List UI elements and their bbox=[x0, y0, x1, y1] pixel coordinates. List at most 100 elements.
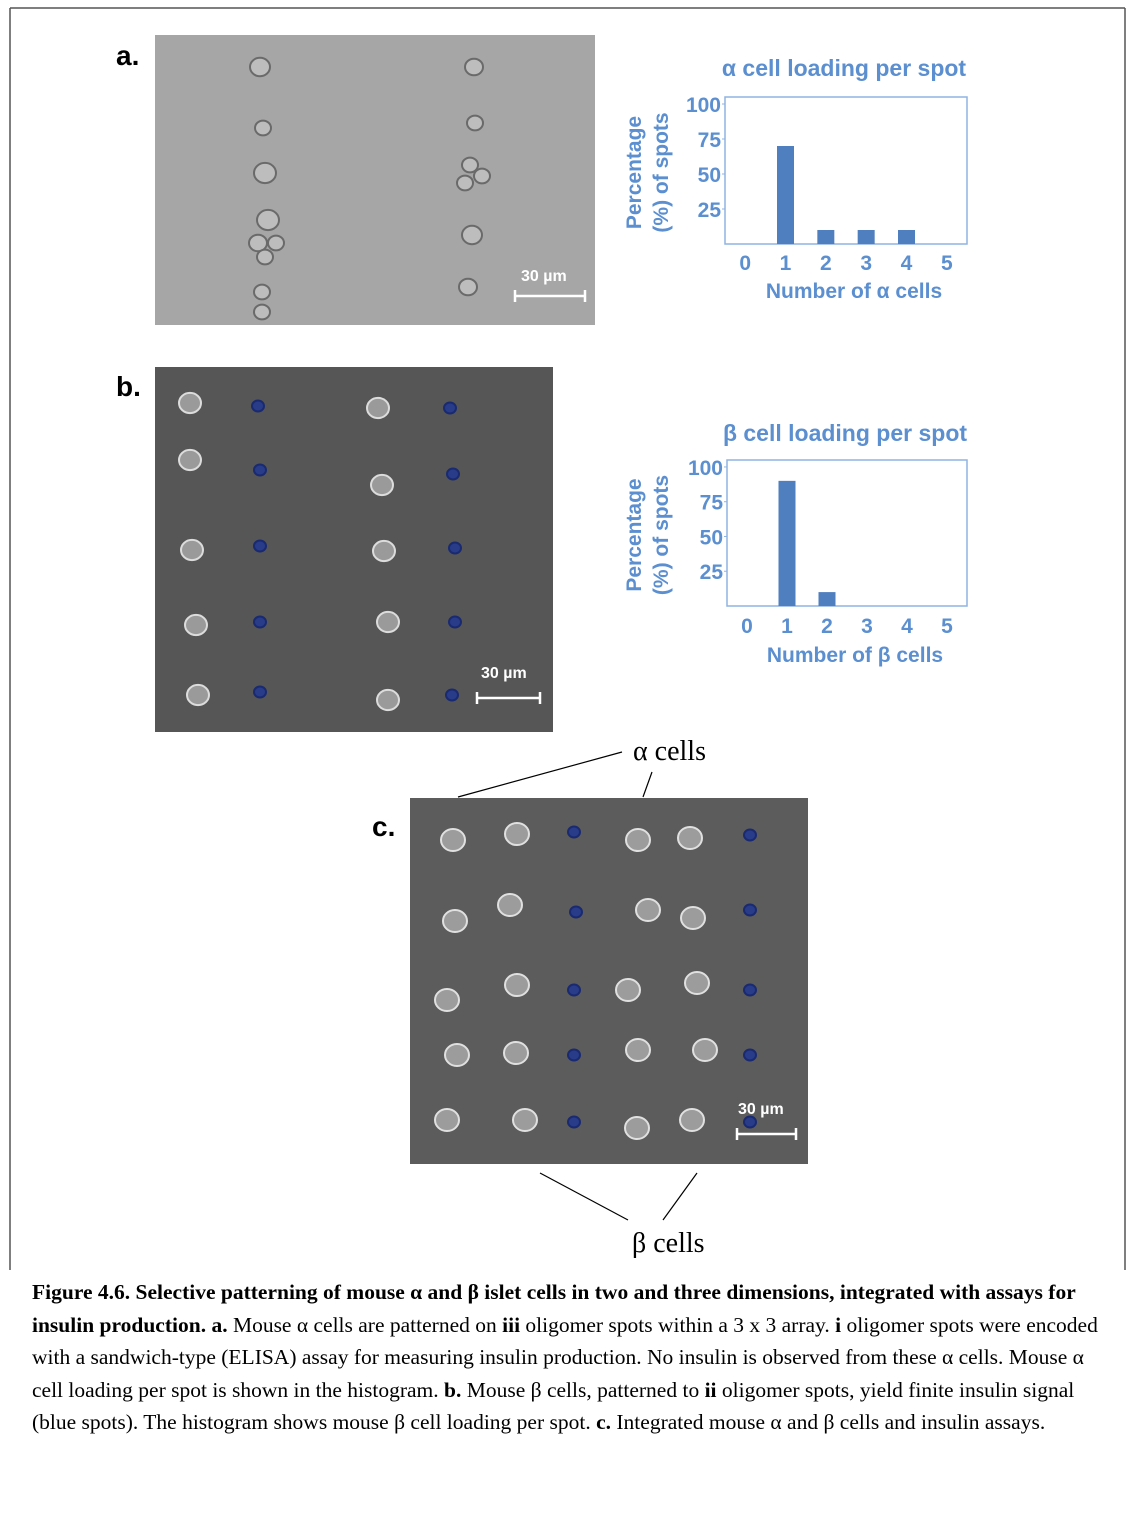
cell bbox=[636, 899, 660, 921]
cell bbox=[445, 1044, 469, 1066]
bar bbox=[819, 592, 836, 606]
chart-title: β cell loading per spot bbox=[723, 420, 967, 446]
scale-bar-label: 30 µm bbox=[521, 268, 567, 285]
cell bbox=[377, 690, 399, 710]
x-tick-label: 5 bbox=[941, 615, 953, 638]
cell bbox=[367, 398, 389, 418]
cell bbox=[444, 402, 456, 413]
y-axis-label: (%) of spots bbox=[650, 475, 673, 595]
x-tick-label: 1 bbox=[780, 252, 792, 275]
cell bbox=[257, 210, 279, 230]
x-tick-label: 5 bbox=[941, 252, 953, 275]
x-tick-label: 3 bbox=[861, 615, 873, 638]
x-tick-label: 4 bbox=[901, 615, 913, 638]
cell bbox=[626, 829, 650, 851]
x-axis-label: Number of β cells bbox=[767, 644, 943, 667]
cell bbox=[254, 464, 266, 475]
cell bbox=[179, 393, 201, 413]
x-tick-label: 2 bbox=[821, 615, 833, 638]
caption-text: c. bbox=[596, 1410, 611, 1434]
caption-text: Integrated mouse α and β cells and insul… bbox=[611, 1410, 1045, 1434]
cell bbox=[744, 1049, 756, 1060]
x-tick-label: 0 bbox=[739, 252, 751, 275]
cell bbox=[678, 827, 702, 849]
cell bbox=[681, 907, 705, 929]
y-tick-label: 25 bbox=[700, 561, 724, 584]
y-tick-label: 75 bbox=[700, 492, 724, 515]
y-axis-label: Percentage bbox=[623, 478, 646, 591]
cell bbox=[626, 1039, 650, 1061]
cell bbox=[254, 163, 276, 183]
plot-frame bbox=[727, 460, 967, 606]
cell bbox=[179, 450, 201, 470]
y-tick-label: 75 bbox=[698, 129, 722, 152]
y-tick-label: 50 bbox=[698, 164, 721, 187]
cell bbox=[498, 894, 522, 916]
cell bbox=[250, 58, 270, 76]
cell bbox=[254, 285, 270, 300]
x-tick-label: 3 bbox=[860, 252, 872, 275]
cell bbox=[467, 116, 483, 131]
caption-text: oligomer spots within a 3 x 3 array. bbox=[520, 1313, 835, 1337]
plot-frame bbox=[725, 97, 967, 244]
cell bbox=[625, 1117, 649, 1139]
cell bbox=[680, 1109, 704, 1131]
y-axis-label: (%) of spots bbox=[650, 112, 673, 232]
cell bbox=[254, 686, 266, 697]
cell bbox=[744, 984, 756, 995]
scale-bar-label: 30 µm bbox=[481, 665, 527, 682]
cell bbox=[693, 1039, 717, 1061]
cell bbox=[505, 974, 529, 996]
x-tick-label: 0 bbox=[741, 615, 753, 638]
cell bbox=[254, 616, 266, 627]
cell bbox=[568, 1049, 580, 1060]
scale-bar-label: 30 µm bbox=[738, 1101, 784, 1118]
cell bbox=[568, 984, 580, 995]
cell bbox=[373, 541, 395, 561]
x-tick-label: 1 bbox=[781, 615, 793, 638]
caption-text: Mouse β cells, patterned to bbox=[461, 1378, 704, 1402]
annotation: α cells bbox=[633, 736, 706, 767]
cell bbox=[513, 1109, 537, 1131]
cell bbox=[441, 829, 465, 851]
x-axis-label: Number of α cells bbox=[766, 280, 942, 303]
bar bbox=[817, 230, 834, 244]
bar bbox=[779, 481, 796, 606]
cell bbox=[568, 1116, 580, 1127]
cell bbox=[446, 689, 458, 700]
cell bbox=[685, 972, 709, 994]
x-tick-label: 4 bbox=[901, 252, 913, 275]
cell bbox=[568, 826, 580, 837]
y-tick-label: 100 bbox=[688, 457, 723, 480]
cell bbox=[268, 236, 284, 251]
cell bbox=[254, 540, 266, 551]
cell bbox=[377, 612, 399, 632]
cell bbox=[449, 542, 461, 553]
panel-label: b. bbox=[116, 371, 141, 402]
bar bbox=[858, 230, 875, 244]
cell bbox=[371, 475, 393, 495]
cell bbox=[435, 1109, 459, 1131]
cell bbox=[504, 1042, 528, 1064]
figure: a. b. c. 30 µm 30 µm 30 µm α cells β cel… bbox=[0, 0, 1130, 1270]
cell bbox=[744, 904, 756, 915]
cell bbox=[616, 979, 640, 1001]
cell bbox=[744, 829, 756, 840]
y-tick-label: 100 bbox=[686, 94, 721, 117]
pointer-line bbox=[458, 752, 622, 797]
caption-text: ii bbox=[705, 1378, 717, 1402]
bar bbox=[777, 146, 794, 244]
cell bbox=[744, 1116, 756, 1127]
x-tick-label: 2 bbox=[820, 252, 832, 275]
pointer-line bbox=[540, 1173, 628, 1220]
cell bbox=[185, 615, 207, 635]
caption-text: iii bbox=[502, 1313, 520, 1337]
cell bbox=[435, 989, 459, 1011]
cell bbox=[462, 226, 482, 244]
cell bbox=[187, 685, 209, 705]
cell bbox=[465, 59, 483, 76]
y-tick-label: 50 bbox=[700, 526, 723, 549]
pointer-line bbox=[643, 772, 652, 797]
cell bbox=[505, 823, 529, 845]
chart-title: α cell loading per spot bbox=[722, 55, 967, 81]
